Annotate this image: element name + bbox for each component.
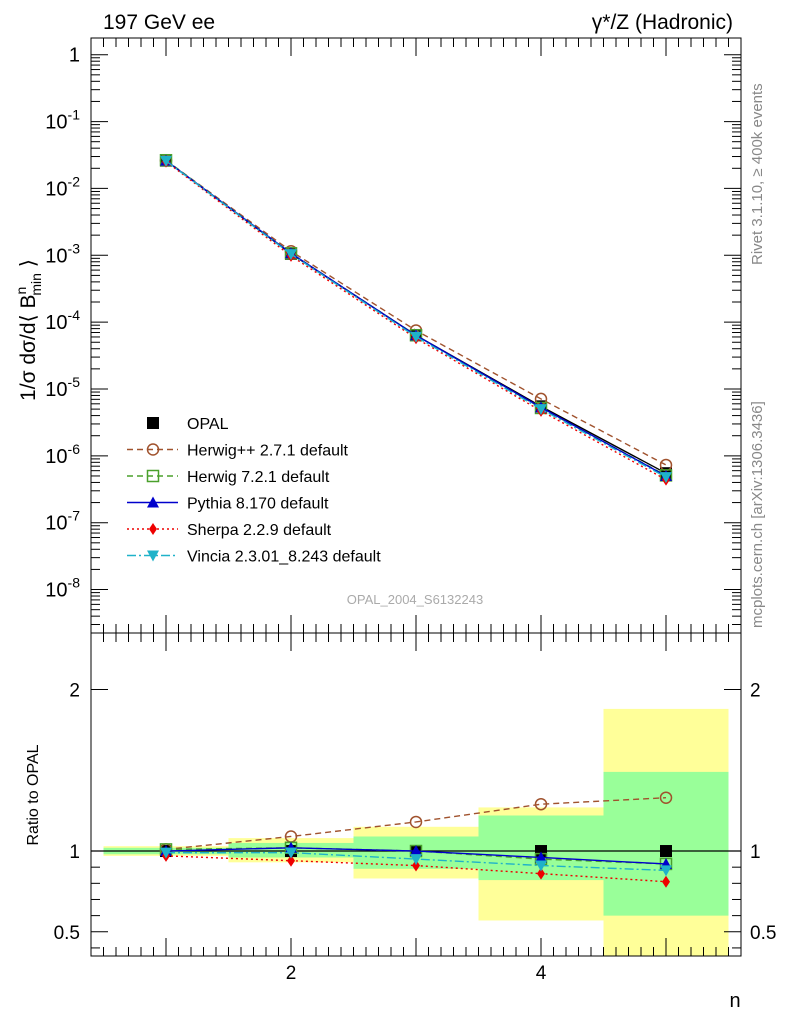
point-vincia xyxy=(660,472,672,484)
rivet-label: Rivet 3.1.10, ≥ 400k events xyxy=(749,83,766,265)
legend-label-sherpa: Sherpa 2.2.9 default xyxy=(187,522,332,539)
legend-item-sherpa: Sherpa 2.2.9 default xyxy=(127,522,332,539)
series-data xyxy=(160,154,672,480)
series-pythia xyxy=(160,154,672,481)
x-tick-label: 4 xyxy=(536,963,547,984)
legend-marker-vincia xyxy=(147,550,159,562)
ratio-series-vincia xyxy=(160,847,672,877)
ratio-point-vincia xyxy=(410,854,422,866)
ratio-point-herwigpp xyxy=(534,797,548,811)
ratio-y-tick-label-right: 1 xyxy=(750,842,761,863)
legend-item-vincia: Vincia 2.3.01_8.243 default xyxy=(127,549,381,566)
y-tick-label: 10-5 xyxy=(45,374,80,401)
y-tick-label: 10-3 xyxy=(45,240,80,267)
ratio-y-tick-label-right: 0.5 xyxy=(750,923,776,944)
point-vincia xyxy=(535,404,547,416)
ratio-point-pythia xyxy=(535,851,547,863)
legend-label-pythia: Pythia 8.170 default xyxy=(187,496,329,513)
y-tick-label: 1 xyxy=(69,45,80,67)
series-line-data xyxy=(165,160,667,474)
ratio-point-sherpa xyxy=(287,854,295,867)
ratio-point-sherpa xyxy=(662,875,670,888)
ratio-y-tick-label-left: 0.5 xyxy=(54,923,80,944)
x-tick-label: 2 xyxy=(286,963,297,984)
y-tick-label: 10-1 xyxy=(45,107,80,134)
ratio-y-tick-label-left: 1 xyxy=(69,842,80,863)
series-line-herwigpp xyxy=(165,159,667,466)
ratio-point-sherpa xyxy=(412,859,420,872)
legend-label-data: OPAL xyxy=(187,416,229,433)
y-tick-label: 10-8 xyxy=(45,575,80,602)
series-line-vincia xyxy=(165,160,667,478)
y-tick-label: 10-2 xyxy=(45,173,80,200)
series-vincia xyxy=(160,155,672,484)
point-vincia xyxy=(410,331,422,343)
point-vincia xyxy=(285,249,297,261)
series-line-pythia xyxy=(165,160,667,477)
energy-title: 197 GeV ee xyxy=(103,11,215,34)
legend-label-herwigpp: Herwig++ 2.7.1 default xyxy=(187,443,349,460)
legend-label-vincia: Vincia 2.3.01_8.243 default xyxy=(187,549,381,566)
ratio-point-herwigpp xyxy=(659,791,673,804)
main-y-axis-label: 1/σ dσ/d⟨ Bnmin ⟩ xyxy=(13,259,44,401)
series-line-sherpa xyxy=(165,161,667,481)
y-tick-label: 10-7 xyxy=(45,508,80,535)
series-herwig7 xyxy=(159,153,673,482)
legend-label-herwig7: Herwig 7.2.1 default xyxy=(187,469,330,486)
ratio-point-vincia xyxy=(285,847,297,859)
ratio-line-herwigpp xyxy=(165,797,667,851)
ratio-series-sherpa xyxy=(162,849,670,888)
point-vincia xyxy=(160,155,172,167)
ratio-y-tick-label-right: 2 xyxy=(750,681,761,702)
ratio-point-sherpa xyxy=(537,867,545,880)
ratio-y-tick-label-left: 2 xyxy=(69,681,80,702)
x-axis-label: n xyxy=(729,990,740,1012)
ratio-y-axis-label: Ratio to OPAL xyxy=(25,744,42,845)
ratio-point-pythia xyxy=(410,845,422,857)
series-herwigpp xyxy=(159,154,673,472)
y-tick-label: 10-6 xyxy=(45,441,80,468)
analysis-watermark: OPAL_2004_S6132243 xyxy=(347,592,483,607)
legend-item-data: OPAL xyxy=(147,416,229,433)
ratio-point-vincia xyxy=(535,860,547,872)
legend-marker-data xyxy=(147,417,159,429)
legend-item-herwig7: Herwig 7.2.1 default xyxy=(127,469,330,486)
legend-item-pythia: Pythia 8.170 default xyxy=(127,496,329,513)
ratio-point-vincia xyxy=(160,847,172,859)
legend-marker-pythia xyxy=(147,496,159,508)
legend-marker-herwig7 xyxy=(146,469,160,483)
legend-marker-herwigpp xyxy=(146,443,160,456)
ratio-point-vincia xyxy=(660,865,672,877)
y-tick-label: 10-4 xyxy=(45,307,80,334)
process-title: γ*/Z (Hadronic) xyxy=(592,11,733,34)
mcplots-label: mcplots.cern.ch [arXiv:1306.3436] xyxy=(749,401,766,628)
uncertainty-band-green xyxy=(603,771,729,916)
ratio-point-herwigpp xyxy=(409,815,423,829)
legend-item-herwigpp: Herwig++ 2.7.1 default xyxy=(127,443,349,460)
series-line-herwig7 xyxy=(165,159,667,477)
legend-marker-sherpa xyxy=(149,523,157,535)
ratio-point-data xyxy=(660,845,672,858)
